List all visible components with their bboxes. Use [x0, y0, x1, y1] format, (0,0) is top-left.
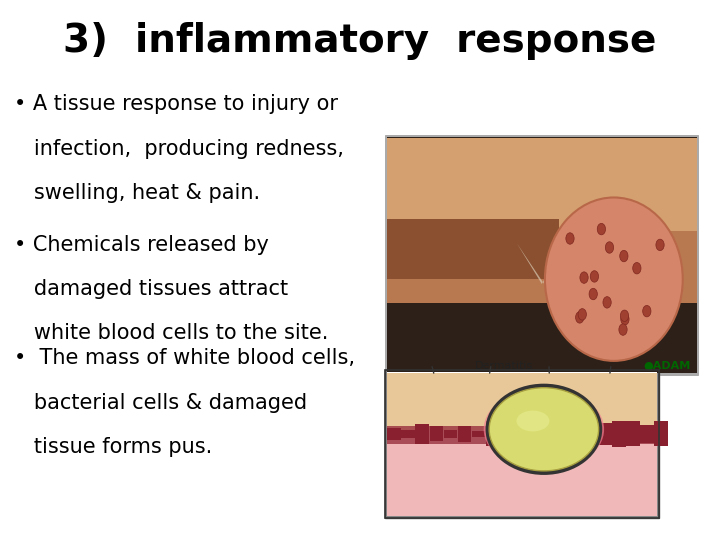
Polygon shape [517, 238, 566, 295]
Text: infection,  producing redness,: infection, producing redness, [14, 139, 344, 159]
Ellipse shape [489, 388, 598, 471]
Ellipse shape [575, 312, 584, 323]
FancyBboxPatch shape [640, 424, 654, 443]
Text: bacterial cells & damaged: bacterial cells & damaged [14, 393, 307, 413]
FancyBboxPatch shape [385, 370, 659, 518]
Text: swelling, heat & pain.: swelling, heat & pain. [14, 183, 261, 203]
Ellipse shape [516, 410, 549, 431]
FancyBboxPatch shape [387, 427, 657, 444]
Text: damaged tissues attract: damaged tissues attract [14, 279, 289, 299]
FancyBboxPatch shape [385, 135, 698, 375]
Ellipse shape [545, 198, 683, 361]
Text: • A tissue response to injury or: • A tissue response to injury or [14, 94, 338, 114]
Ellipse shape [589, 288, 598, 300]
Ellipse shape [484, 388, 604, 471]
FancyBboxPatch shape [542, 426, 555, 442]
Text: ●ADAM: ●ADAM [644, 361, 690, 371]
FancyBboxPatch shape [472, 431, 485, 437]
FancyBboxPatch shape [415, 424, 429, 444]
Ellipse shape [485, 383, 602, 475]
Text: 3)  inflammatory  response: 3) inflammatory response [63, 22, 657, 59]
Ellipse shape [590, 271, 598, 282]
FancyBboxPatch shape [387, 373, 657, 432]
FancyBboxPatch shape [387, 219, 559, 279]
FancyBboxPatch shape [402, 430, 415, 437]
FancyBboxPatch shape [387, 430, 657, 516]
FancyBboxPatch shape [387, 138, 697, 303]
Text: white blood cells to the site.: white blood cells to the site. [14, 323, 329, 343]
Ellipse shape [621, 314, 629, 325]
FancyBboxPatch shape [430, 426, 443, 441]
Ellipse shape [643, 306, 651, 317]
FancyBboxPatch shape [570, 429, 584, 438]
Ellipse shape [621, 310, 629, 321]
FancyBboxPatch shape [598, 423, 612, 445]
FancyBboxPatch shape [612, 421, 626, 447]
Ellipse shape [633, 262, 641, 274]
Text: Dermatitis: Dermatitis [475, 361, 534, 371]
FancyBboxPatch shape [387, 138, 697, 231]
Ellipse shape [619, 324, 627, 335]
FancyBboxPatch shape [556, 425, 570, 442]
Ellipse shape [566, 233, 574, 244]
Text: •  The mass of white blood cells,: • The mass of white blood cells, [14, 348, 356, 368]
FancyBboxPatch shape [514, 424, 527, 444]
Ellipse shape [598, 224, 606, 235]
FancyBboxPatch shape [528, 428, 541, 440]
FancyBboxPatch shape [626, 421, 640, 446]
Text: • Chemicals released by: • Chemicals released by [14, 235, 269, 255]
FancyBboxPatch shape [387, 428, 401, 440]
FancyBboxPatch shape [486, 421, 499, 446]
FancyBboxPatch shape [444, 430, 457, 438]
Ellipse shape [620, 251, 628, 262]
FancyBboxPatch shape [654, 421, 668, 447]
Ellipse shape [603, 296, 611, 308]
FancyBboxPatch shape [500, 428, 513, 439]
FancyBboxPatch shape [387, 372, 657, 516]
Ellipse shape [578, 309, 586, 320]
Ellipse shape [606, 242, 613, 253]
FancyBboxPatch shape [458, 426, 471, 442]
FancyBboxPatch shape [584, 421, 598, 447]
Text: tissue forms pus.: tissue forms pus. [14, 437, 212, 457]
Ellipse shape [580, 272, 588, 284]
FancyBboxPatch shape [387, 137, 697, 373]
Ellipse shape [656, 239, 664, 251]
